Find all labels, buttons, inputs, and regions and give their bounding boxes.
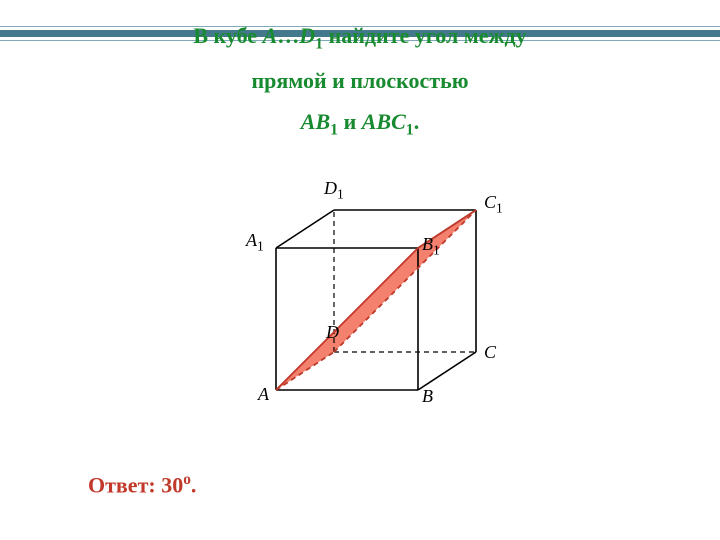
vertex-label-a1: A1 <box>246 230 264 255</box>
vertex-label-b1: B1 <box>422 234 440 259</box>
vertex-label-c1: C1 <box>484 192 503 217</box>
title-text: В кубе <box>193 23 262 48</box>
title-mid: и <box>338 109 362 134</box>
vertex-label-a: A <box>258 384 269 405</box>
answer-value: 30 <box>161 472 183 497</box>
title-line-3: AB1 и ABC1. <box>0 104 720 143</box>
title-line-1: В кубе A…D1 найдите угол между <box>0 18 720 57</box>
title-suffix: найдите угол между <box>323 23 527 48</box>
cube-svg <box>228 160 508 420</box>
title-abc: ABC <box>362 109 406 134</box>
title-dot: . <box>414 109 420 134</box>
title-sub-1: 1 <box>315 35 323 52</box>
title-ab: AB <box>301 109 330 134</box>
answer-prefix: Ответ: <box>88 472 161 497</box>
title-math-d: D <box>299 23 315 48</box>
answer-unit: o <box>183 471 191 488</box>
title-math-a: A <box>263 23 278 48</box>
vertex-label-d1: D1 <box>324 178 344 203</box>
answer-text: Ответ: 30o. <box>88 471 196 498</box>
title-dots: … <box>277 23 299 48</box>
vertex-label-c: C <box>484 342 496 363</box>
title-abc-sub: 1 <box>406 121 414 138</box>
vertex-label-d: D <box>326 322 339 343</box>
title-ab-sub: 1 <box>330 121 338 138</box>
answer-dot: . <box>191 472 197 497</box>
cube-diagram: A B C D A1 B1 C1 D1 <box>228 160 508 420</box>
problem-title: В кубе A…D1 найдите угол между прямой и … <box>0 0 720 143</box>
vertex-label-b: B <box>422 386 433 407</box>
title-line-2: прямой и плоскостью <box>0 63 720 98</box>
slide-content: В кубе A…D1 найдите угол между прямой и … <box>0 0 720 540</box>
